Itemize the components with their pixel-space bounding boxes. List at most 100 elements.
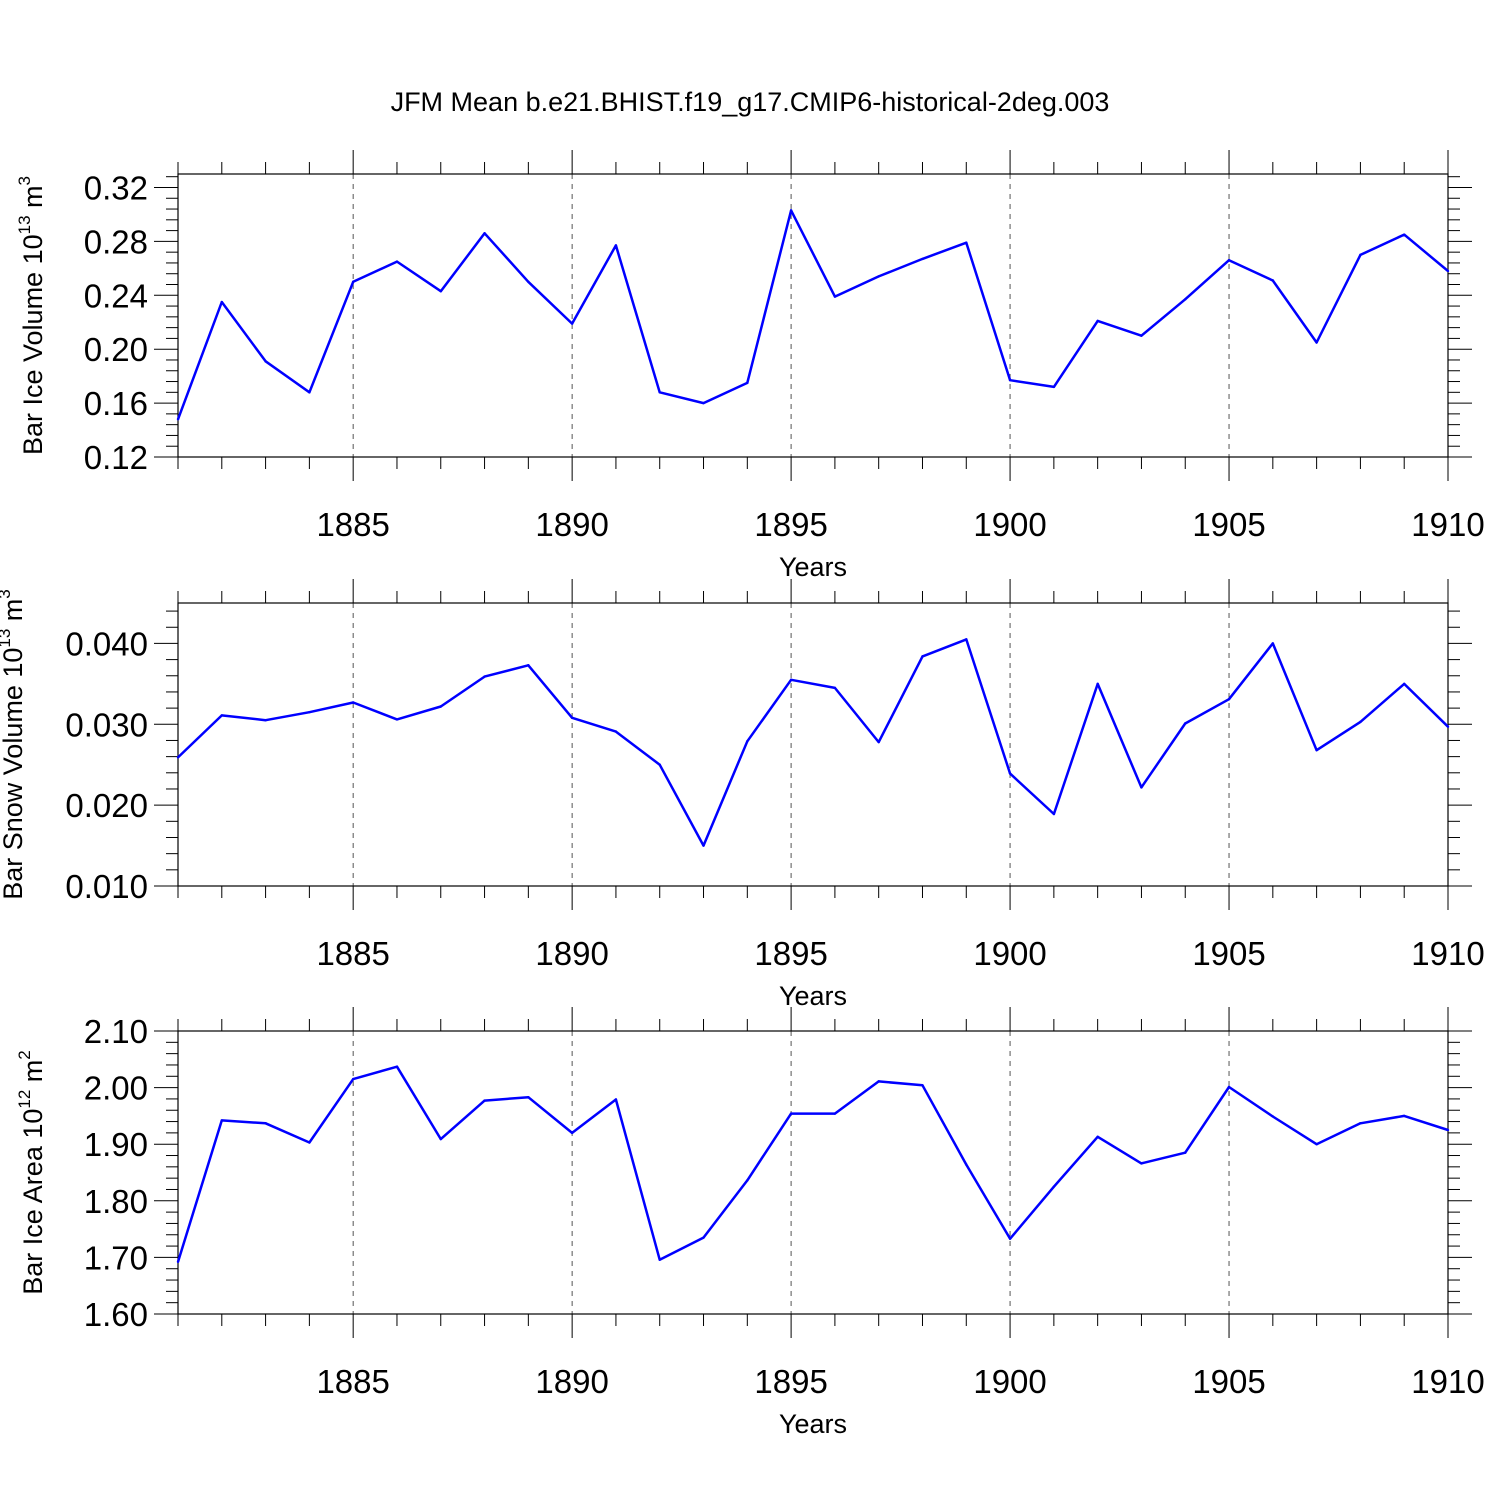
data-point (527, 1096, 530, 1099)
data-point (702, 844, 705, 847)
data-point (1184, 722, 1187, 725)
figure-title: JFM Mean b.e21.BHIST.f19_g17.CMIP6-histo… (391, 87, 1110, 117)
data-point (833, 1112, 837, 1115)
data-point (1140, 786, 1143, 789)
data-point (1315, 341, 1318, 344)
data-point (965, 1163, 968, 1166)
x-tick-label: 1900 (973, 506, 1046, 543)
x-tick-label: 1885 (316, 935, 389, 972)
x-tick-label: 1910 (1411, 935, 1484, 972)
data-point (1096, 319, 1099, 323)
data-point (658, 391, 661, 394)
y-tick-label: 0.12 (84, 439, 148, 476)
data-point (1227, 259, 1231, 262)
data-point (833, 686, 837, 690)
x-tick-label: 1905 (1192, 935, 1265, 972)
data-point (264, 719, 267, 722)
data-point (789, 678, 793, 682)
x-tick-label: 1905 (1192, 1363, 1265, 1400)
data-point (833, 295, 837, 298)
data-point (1227, 1085, 1231, 1089)
data-point (789, 1112, 793, 1115)
data-point (264, 1122, 267, 1125)
data-point (1359, 1122, 1362, 1125)
data-point (1446, 269, 1450, 273)
data-point (351, 701, 355, 704)
y-tick-label: 1.70 (84, 1239, 148, 1276)
data-point (1184, 1151, 1187, 1154)
data-point (614, 244, 618, 247)
data-point (1446, 1128, 1450, 1132)
x-tick-label: 1895 (754, 935, 827, 972)
y-tick-label: 0.16 (84, 385, 148, 422)
y-tick-label: 0.040 (65, 625, 148, 662)
data-point (527, 664, 530, 667)
data-point (439, 705, 442, 708)
data-point (702, 1236, 705, 1239)
x-axis-label: Years (779, 981, 847, 1011)
data-point (483, 1099, 486, 1102)
y-tick-label: 0.24 (84, 277, 148, 314)
x-tick-label: 1910 (1411, 1363, 1484, 1400)
series-line (176, 1065, 1449, 1263)
data-point (1359, 253, 1362, 257)
x-tick-label: 1890 (535, 935, 608, 972)
x-tick-label: 1900 (973, 1363, 1046, 1400)
data-point (1315, 748, 1318, 752)
data-point (965, 638, 968, 641)
data-point (877, 275, 880, 278)
data-point (1184, 298, 1187, 301)
data-point (1052, 385, 1056, 389)
y-axis-label: Bar Snow Volume 1013 m3 (0, 589, 28, 900)
series-line (176, 209, 1449, 420)
data-point (921, 257, 924, 261)
x-tick-label: 1895 (754, 506, 827, 543)
data-point (1008, 1237, 1012, 1240)
data-point (439, 290, 442, 293)
data-point (614, 730, 618, 733)
y-tick-label: 1.60 (84, 1296, 148, 1333)
x-tick-label: 1905 (1192, 506, 1265, 543)
plot-frame (177, 602, 1449, 887)
data-point (1140, 334, 1143, 337)
data-point (1446, 725, 1450, 728)
y-tick-label: 0.32 (84, 169, 148, 206)
panel-2: 0.010 0.020 0.030 0.040 1885 1890 1895 1900 1905… (0, 579, 1485, 1011)
plot-frame (177, 1030, 1449, 1315)
data-point (1227, 698, 1231, 701)
data-point (351, 280, 355, 284)
data-point (220, 1119, 223, 1122)
y-tick-label: 2.10 (84, 1013, 148, 1050)
data-point (1052, 1185, 1056, 1188)
data-point (176, 1260, 180, 1264)
data-point (395, 718, 399, 721)
data-point (220, 300, 223, 304)
data-point (570, 322, 574, 325)
data-point (877, 1080, 880, 1083)
y-tick-label: 0.20 (84, 331, 148, 368)
y-tick-label: 1.90 (84, 1126, 148, 1163)
x-tick-label: 1900 (973, 935, 1046, 972)
data-point (1096, 1135, 1099, 1139)
data-point (1271, 1115, 1275, 1118)
data-point (614, 1098, 618, 1101)
x-axis-label: Years (779, 1409, 847, 1439)
data-point (570, 1131, 574, 1135)
data-point (1403, 1114, 1406, 1118)
data-point (570, 716, 574, 720)
x-tick-label: 1895 (754, 1363, 827, 1400)
x-tick-label: 1885 (316, 1363, 389, 1400)
data-point (176, 756, 180, 759)
data-point (746, 740, 749, 743)
data-point (308, 1141, 311, 1144)
data-point (877, 740, 880, 744)
panel-1: 0.12 0.16 0.20 0.24 0.28 0.32 1885 1890 1895 1900… (15, 150, 1485, 582)
data-point (1315, 1143, 1318, 1146)
data-point (702, 401, 705, 405)
data-point (1271, 642, 1275, 645)
plot-frame (177, 173, 1449, 458)
panels: 0.12 0.16 0.20 0.24 0.28 0.32 1885 1890 1895 1900… (0, 150, 1485, 1439)
x-tick-label: 1885 (316, 506, 389, 543)
data-point (527, 280, 530, 284)
y-tick-label: 2.00 (84, 1070, 148, 1107)
